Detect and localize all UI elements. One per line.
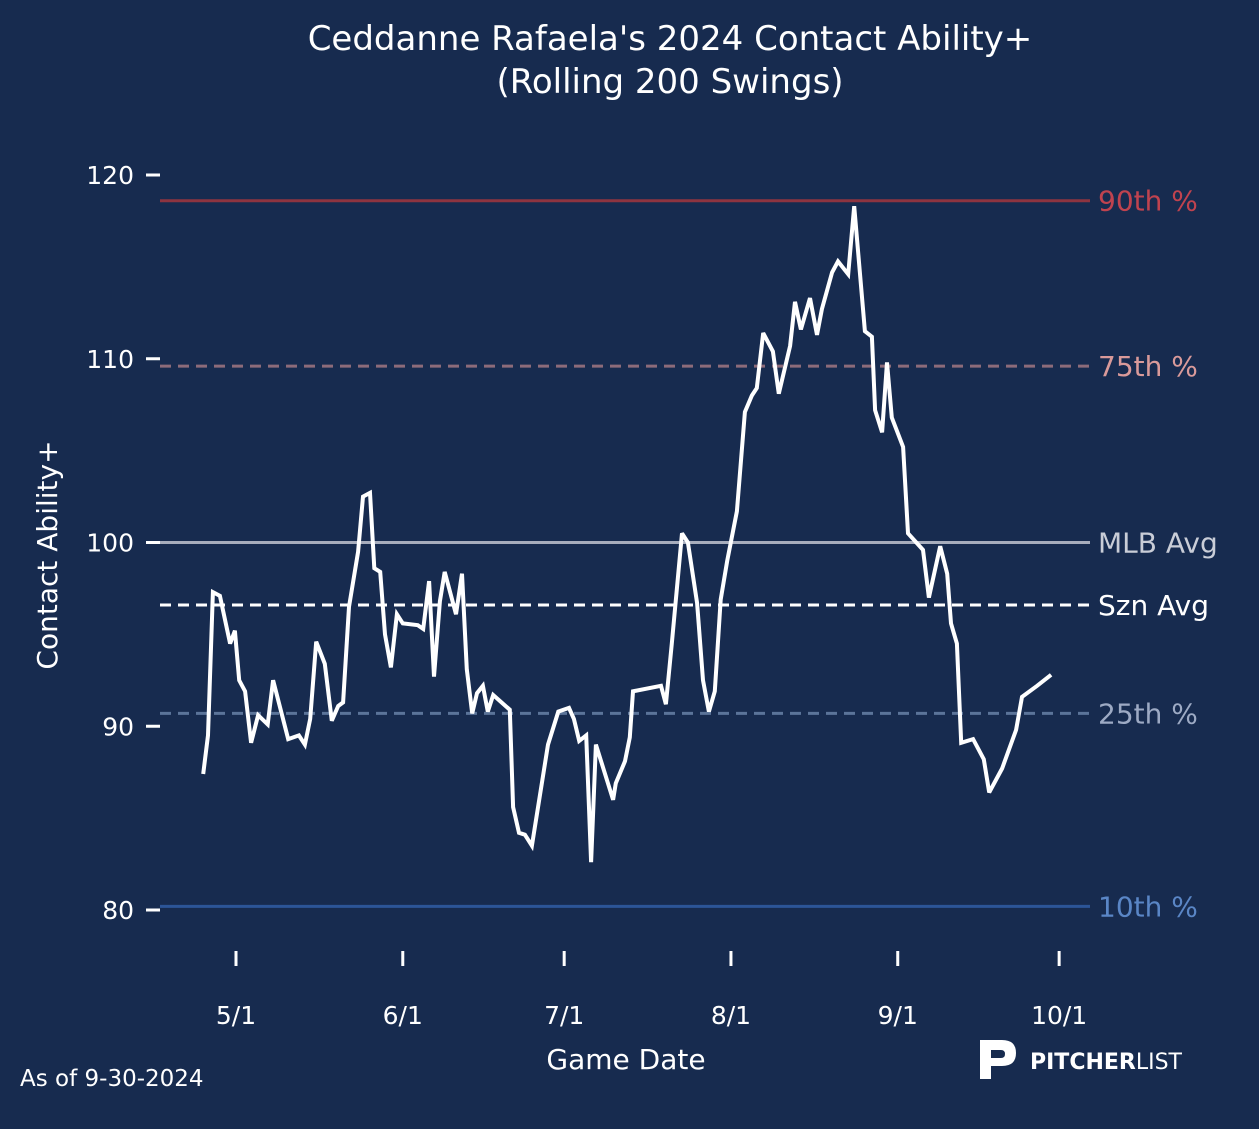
reference-label-2: MLB Avg [1098,527,1218,560]
y-axis-label: Contact Ability+ [31,440,64,669]
x-tick-label: 5/1 [216,1001,256,1030]
svg-text:PITCHERLIST: PITCHERLIST [1030,1050,1183,1075]
series-line-contact-ability [201,206,1053,863]
reference-label-1: 75th % [1098,350,1198,383]
x-tick-label: 8/1 [711,1001,751,1030]
y-tick-label: 80 [102,896,134,925]
y-tick-label: 120 [86,161,134,190]
x-tick-label: 7/1 [544,1001,584,1030]
y-tick-label: 110 [86,345,134,374]
x-tick-label: 6/1 [383,1001,423,1030]
reference-label-3: Szn Avg [1098,589,1209,622]
chart-subtitle: (Rolling 200 Swings) [496,62,843,102]
pitcherlist-logo: PITCHERLIST [980,1040,1183,1079]
reference-lines: 90th % 75th % MLB Avg Szn Avg 25th % 10th % [160,185,1218,923]
x-tick-label: 10/1 [1031,1001,1087,1030]
x-tick-label: 9/1 [878,1001,918,1030]
logo-text-light: LIST [1136,1050,1183,1075]
x-axis-label: Game Date [546,1043,705,1076]
reference-label-5: 10th % [1098,890,1198,923]
y-tick-label: 90 [102,712,134,741]
as-of-date: As of 9-30-2024 [20,1066,204,1092]
y-axis: 80 90 100 110 120 [86,161,160,925]
reference-label-0: 90th % [1098,185,1198,218]
reference-label-4: 25th % [1098,697,1198,730]
y-tick-label: 100 [86,529,134,558]
pitcherlist-p-icon [980,1040,1016,1079]
logo-text-bold: PITCHER [1030,1050,1136,1075]
chart-title: Ceddanne Rafaela's 2024 Contact Ability+ [308,19,1033,59]
x-axis: 5/1 6/1 7/1 8/1 9/1 10/1 [216,951,1087,1030]
series-group [201,206,1053,863]
